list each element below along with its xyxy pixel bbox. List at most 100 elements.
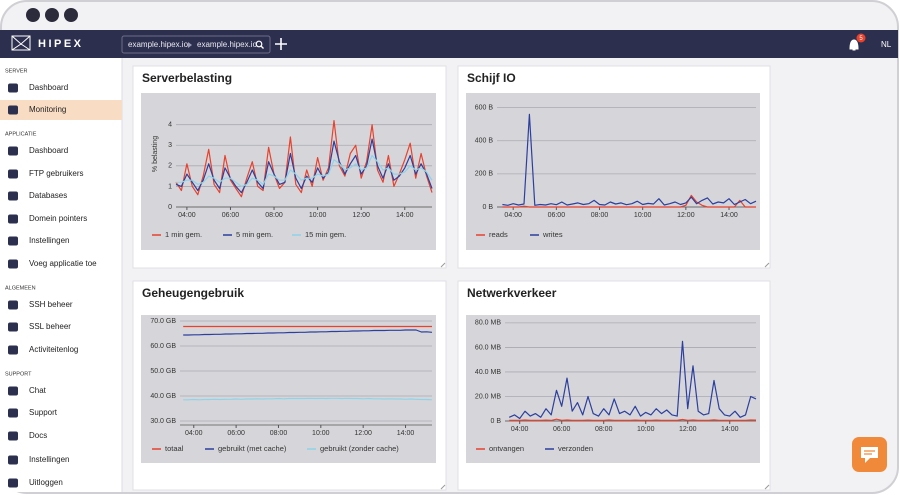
series-line [502,113,757,206]
series-line [183,329,433,336]
nav-item[interactable]: Voeg applicatie toe [29,259,97,268]
breadcrumb[interactable]: example.hipex.io [197,40,258,49]
item-icon[interactable] [8,431,18,441]
x-tick-label: 06:00 [222,212,240,219]
x-tick-label: 06:00 [227,430,245,437]
x-tick-label: 08:00 [265,212,283,219]
nav-item[interactable]: Dashboard [29,83,68,92]
panel-title: Geheugengebruik [142,286,244,300]
panel-title: Serverbelasting [142,71,232,85]
resize-grip [440,262,446,268]
nav-item[interactable]: Docs [29,431,47,440]
badge-count: 5 [859,36,863,42]
plot-area [141,315,436,463]
nav-item[interactable]: SSL beheer [29,322,71,331]
chat-icon [864,450,875,455]
item-icon[interactable] [8,214,18,224]
sidebar [0,58,122,492]
item-icon[interactable] [8,146,18,156]
y-tick-label: 600 B [475,104,494,111]
nav-item[interactable]: Support [29,408,58,417]
nav-item[interactable]: Domein pointers [29,214,87,223]
item-icon[interactable] [8,345,18,355]
plot-area [466,93,760,250]
item-icon[interactable] [8,386,18,396]
x-tick-label: 08:00 [591,212,609,219]
nav-item[interactable]: Uitloggen [29,478,63,487]
item-icon[interactable] [8,191,18,201]
nav-item[interactable]: Databases [29,191,67,200]
section-label: ALGEMEEN [5,285,36,291]
search-icon [260,45,264,49]
resize-grip [764,484,770,490]
series-line [502,194,756,208]
resize-grip [440,484,446,490]
window-dot[interactable] [64,8,78,22]
y-tick-label: 3 [168,142,172,149]
bell-icon[interactable] [849,39,859,51]
legend-label[interactable]: totaal [165,444,184,453]
nav-item[interactable]: Activiteitenlog [29,345,78,354]
window-dot[interactable] [45,8,59,22]
window-dot[interactable] [26,8,40,22]
logo-text[interactable]: HIPEX [38,38,84,50]
legend-label[interactable]: 1 min gem. [165,230,202,239]
item-icon[interactable] [8,259,18,269]
nav-item[interactable]: SSH beheer [29,300,73,309]
y-axis-label: % belasting [152,136,159,172]
item-icon[interactable] [8,105,18,115]
x-tick-label: 08:00 [595,426,613,433]
x-tick-label: 10:00 [309,212,327,219]
item-icon[interactable] [8,408,18,418]
x-tick-label: 04:00 [178,212,196,219]
x-tick-label: 10:00 [637,426,655,433]
x-tick-label: 14:00 [396,212,414,219]
y-tick-label: 40.0 GB [150,393,176,400]
nav-item[interactable]: FTP gebruikers [29,169,84,178]
x-tick-label: 06:00 [553,426,571,433]
nav-item[interactable]: Chat [29,386,47,395]
legend-label[interactable]: gebruikt (met cache) [218,444,287,453]
legend-label[interactable]: gebruikt (zonder cache) [320,444,399,453]
nav-item[interactable]: Dashboard [29,146,68,155]
item-icon[interactable] [8,169,18,179]
legend-label[interactable]: verzonden [558,444,593,453]
series-line [509,418,757,421]
breadcrumb[interactable]: example.hipex.io [128,40,189,49]
nav-item[interactable]: Instellingen [29,236,69,245]
x-tick-label: 14:00 [397,430,415,437]
series-line [175,138,433,194]
breadcrumb-box[interactable] [121,35,271,54]
x-tick-label: 12:00 [354,430,372,437]
active-item [0,100,122,120]
x-tick-label: 08:00 [270,430,288,437]
item-icon[interactable] [8,300,18,310]
legend-label[interactable]: reads [489,230,508,239]
x-tick-label: 06:00 [548,212,566,219]
legend-label[interactable]: ontvangen [489,444,524,453]
add-button[interactable] [275,38,287,50]
item-icon[interactable] [8,455,18,465]
legend-label[interactable]: 15 min gem. [305,230,346,239]
resize-grip [764,262,770,268]
panel-title: Netwerkverkeer [467,286,557,300]
nav-item[interactable]: Monitoring [29,105,66,114]
item-icon[interactable] [8,83,18,93]
y-tick-label: 200 B [475,171,494,178]
breadcrumb-arrow [188,42,192,48]
nav-item[interactable]: Instellingen [29,455,69,464]
item-icon[interactable] [8,236,18,246]
item-icon[interactable] [8,322,18,332]
item-icon[interactable] [8,478,18,488]
x-tick-label: 12:00 [679,426,697,433]
series-line [183,397,433,401]
y-tick-label: 0 B [490,418,501,425]
logo-mark[interactable] [11,35,31,51]
y-tick-label: 80.0 MB [475,320,501,327]
legend-label[interactable]: writes [542,230,563,239]
search-icon[interactable] [255,40,263,48]
y-tick-label: 60.0 GB [150,343,176,350]
legend-label[interactable]: 5 min gem. [236,230,273,239]
language[interactable]: NL [881,40,892,49]
y-tick-label: 30.0 GB [150,418,176,425]
